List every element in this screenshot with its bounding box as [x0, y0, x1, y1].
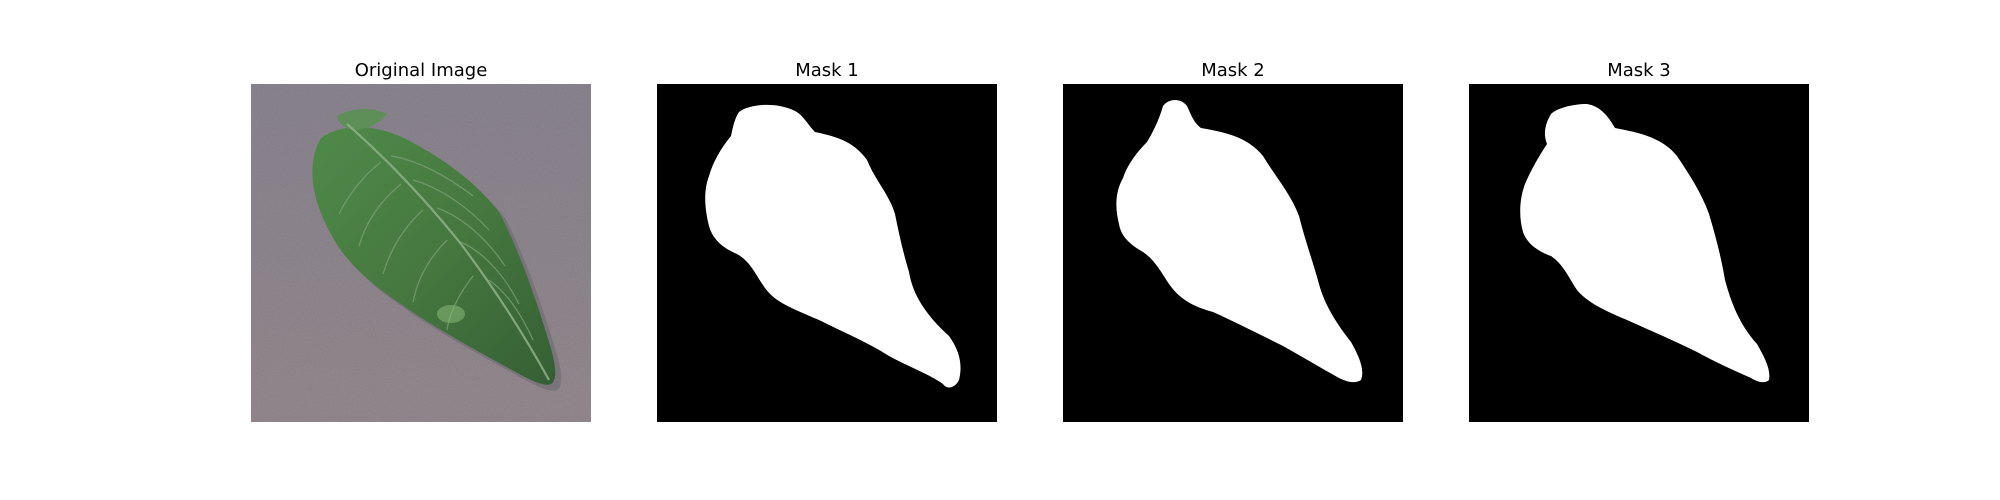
leaf-highlight	[437, 305, 465, 323]
mask-1-region	[705, 104, 961, 388]
mask-3-image	[1469, 84, 1809, 422]
mask-3-region	[1520, 104, 1770, 383]
leaf-midrib	[346, 123, 550, 381]
panel-title: Original Image	[354, 60, 488, 81]
leaf-veins	[338, 155, 534, 341]
panel-mask-1: Mask 1	[657, 58, 997, 422]
leaf-stem	[337, 108, 387, 130]
panel-title: Mask 3	[1607, 60, 1671, 81]
panel-title: Mask 2	[1201, 60, 1265, 81]
panel-original-image: Original Image	[251, 58, 591, 422]
panel-title: Mask 1	[795, 60, 859, 81]
panel-mask-3: Mask 3	[1469, 58, 1809, 422]
mask-2-image	[1063, 84, 1403, 422]
mask-1-image	[657, 84, 997, 422]
panel-mask-2: Mask 2	[1063, 58, 1403, 422]
original-image	[251, 84, 591, 422]
mask-2-region	[1116, 100, 1363, 383]
